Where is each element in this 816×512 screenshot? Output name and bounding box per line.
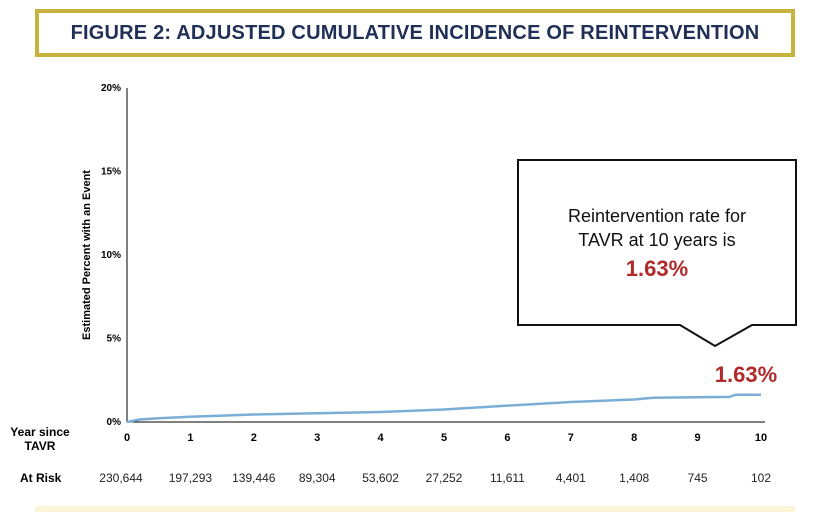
callout-shape <box>517 159 797 348</box>
callout-line2: TAVR at 10 years is <box>578 230 735 250</box>
at-risk-row: 230,644 197,293 139,446 89,304 53,602 27,252 1… <box>99 471 771 485</box>
y-tick-labels: 0% 5% 10% 15% 20% <box>101 83 121 428</box>
at-risk-value: 11,611 <box>490 471 525 485</box>
at-risk-value: 139,446 <box>232 471 276 485</box>
callout-line1: Reintervention rate for <box>568 206 746 226</box>
at-risk-value: 102 <box>751 471 771 485</box>
y-tick-label: 5% <box>107 334 122 345</box>
x-tick-label: 4 <box>378 432 385 444</box>
y-tick-label: 15% <box>101 167 121 178</box>
at-risk-value: 745 <box>688 471 708 485</box>
x-tick-label: 2 <box>251 432 257 444</box>
bottom-strip <box>35 506 795 512</box>
y-tick-label: 20% <box>101 83 121 94</box>
at-risk-value: 4,401 <box>556 471 586 485</box>
at-risk-label: At Risk <box>20 471 62 485</box>
x-tick-label: 7 <box>568 432 574 444</box>
at-risk-value: 27,252 <box>426 471 463 485</box>
end-value-label: 1.63% <box>715 362 777 387</box>
incidence-curve <box>126 393 761 424</box>
y-axis-label: Estimated Percent with an Event <box>81 170 93 340</box>
callout-box: Reintervention rate for TAVR at 10 years… <box>517 159 797 348</box>
figure-title: FIGURE 2: ADJUSTED CUMULATIVE INCIDENCE … <box>70 21 760 44</box>
x-tick-label: 6 <box>504 432 510 444</box>
y-tick-label: 10% <box>101 250 121 261</box>
x-tick-label: 9 <box>695 432 701 444</box>
x-tick-label: 1 <box>187 432 193 444</box>
at-risk-value: 197,293 <box>169 471 213 485</box>
y-tick-label: 0% <box>107 417 122 428</box>
x-axis-label-line1: Year since <box>10 425 70 439</box>
x-tick-label: 8 <box>631 432 637 444</box>
x-tick-labels: 0 1 2 3 4 5 6 7 8 9 10 <box>124 432 767 444</box>
x-tick-label: 10 <box>755 432 767 444</box>
at-risk-value: 53,602 <box>362 471 399 485</box>
x-tick-label: 3 <box>314 432 320 444</box>
at-risk-value: 1,408 <box>619 471 649 485</box>
x-axis-label-line2: TAVR <box>25 439 56 453</box>
chart-axes <box>126 88 765 423</box>
x-tick-label: 5 <box>441 432 447 444</box>
callout-value: 1.63% <box>626 256 688 281</box>
at-risk-value: 89,304 <box>299 471 336 485</box>
figure-title-box: FIGURE 2: ADJUSTED CUMULATIVE INCIDENCE … <box>35 9 795 57</box>
at-risk-value: 230,644 <box>99 471 143 485</box>
x-tick-label: 0 <box>124 432 130 444</box>
